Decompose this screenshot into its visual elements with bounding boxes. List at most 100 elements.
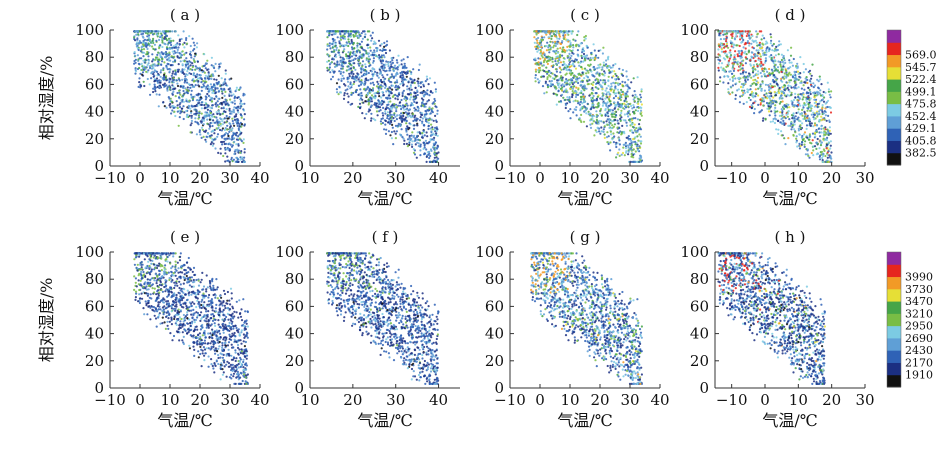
scatter-point [634,90,636,92]
scatter-point [574,100,576,102]
scatter-point [381,43,383,45]
scatter-point [383,42,385,44]
scatter-point [373,118,375,120]
scatter-point [203,85,205,87]
scatter-point [615,156,617,158]
scatter-point [222,118,224,120]
scatter-point [188,83,190,85]
scatter-point [365,94,367,96]
scatter-point [545,67,547,69]
scatter-point [629,113,631,115]
x-axis-label: 气温/℃ [557,189,612,208]
scatter-point [339,45,341,47]
scatter-point [223,107,225,109]
scatter-point [174,115,176,117]
scatter-point [611,88,613,90]
scatter-point [798,108,800,110]
scatter-point [347,35,349,37]
scatter-point [370,113,372,115]
scatter-point [395,89,397,91]
scatter-point [597,96,599,98]
scatter-point [580,114,582,116]
scatter-point [357,94,359,96]
scatter-point [430,124,432,126]
scatter-point [408,112,410,114]
scatter-point [187,90,189,92]
scatter-point [160,76,162,78]
scatter-point [204,77,206,79]
scatter-point [166,67,168,69]
scatter-point [348,95,350,97]
scatter-point [434,82,436,84]
scatter-point [761,38,763,40]
scatter-point [570,86,572,88]
scatter-point [743,103,745,105]
scatter-point [639,99,641,101]
scatter-point [604,72,606,74]
scatter-point [427,128,429,130]
scatter-point [208,78,210,80]
scatter-point [221,120,223,122]
scatter-point [412,104,414,106]
scatter-point [420,116,422,118]
scatter-point [807,115,809,117]
scatter-point [418,142,420,144]
scatter-point [537,37,539,39]
scatter-point [435,106,437,108]
scatter-point [613,89,615,91]
scatter-point [333,33,335,35]
scatter-point [765,57,767,59]
scatter-point [609,100,611,102]
scatter-point [142,67,144,69]
scatter-point [138,42,140,44]
scatter-point [134,39,136,41]
scatter-point [633,111,635,113]
scatter-point [345,89,347,91]
scatter-point [437,151,439,153]
scatter-point [154,63,156,65]
scatter-point [429,161,431,163]
scatter-point [411,146,413,148]
scatter-point [400,108,402,110]
scatter-point [211,107,213,109]
scatter-point [140,57,142,59]
scatter-point [371,100,373,102]
scatter-point [357,30,359,32]
scatter-point [580,92,582,94]
scatter-point [593,95,595,97]
scatter-point [419,133,421,135]
scatter-point [830,151,832,153]
scatter-point [611,116,613,118]
scatter-point [429,77,431,79]
scatter-point [166,90,168,92]
scatter-point [356,46,358,48]
scatter-point [558,62,560,64]
scatter-point [586,125,588,127]
scatter-point [594,79,596,81]
scatter-point [338,86,340,88]
scatter-point [561,94,563,96]
scatter-point [365,70,367,72]
scatter-point [420,82,422,84]
scatter-point [232,101,234,103]
scatter-point [338,63,340,65]
scatter-point [222,127,224,129]
scatter-point [413,124,415,126]
scatter-point [616,131,618,133]
scatter-point [640,110,642,112]
scatter-point [138,63,140,65]
scatter-point [615,143,617,145]
scatter-point [180,110,182,112]
scatter-point [596,119,598,121]
scatter-point [732,80,734,82]
scatter-point [345,53,347,55]
scatter-point [575,96,577,98]
scatter-point [364,33,366,35]
scatter-point [332,76,334,78]
scatter-point [540,76,542,78]
scatter-point [635,150,637,152]
scatter-point [541,55,543,57]
scatter-point [378,87,380,89]
scatter-point [595,92,597,94]
scatter-point [164,43,166,45]
